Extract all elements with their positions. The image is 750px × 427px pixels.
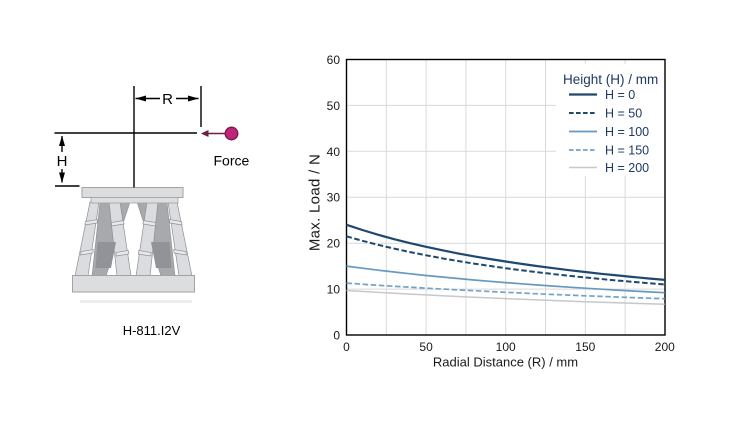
svg-text:30: 30 xyxy=(327,191,341,205)
svg-text:H: H xyxy=(57,153,68,170)
svg-text:H = 100: H = 100 xyxy=(605,125,649,139)
svg-text:Force: Force xyxy=(214,153,250,169)
svg-text:50: 50 xyxy=(327,99,341,113)
svg-text:50: 50 xyxy=(419,340,433,354)
svg-text:Radial Distance (R) / mm: Radial Distance (R) / mm xyxy=(433,355,578,370)
svg-text:Height (H) / mm: Height (H) / mm xyxy=(563,72,658,87)
svg-text:H = 150: H = 150 xyxy=(605,144,649,158)
svg-text:200: 200 xyxy=(655,340,675,354)
svg-text:0: 0 xyxy=(343,340,350,354)
svg-text:R: R xyxy=(162,91,173,108)
svg-text:10: 10 xyxy=(327,283,341,297)
svg-text:Max. Load / N: Max. Load / N xyxy=(306,154,323,251)
svg-text:100: 100 xyxy=(496,340,516,354)
svg-text:H = 50: H = 50 xyxy=(605,107,642,121)
svg-text:H = 0: H = 0 xyxy=(605,88,635,102)
svg-text:20: 20 xyxy=(327,237,341,251)
svg-text:H = 200: H = 200 xyxy=(605,161,649,175)
svg-text:40: 40 xyxy=(327,145,341,159)
svg-text:60: 60 xyxy=(327,53,341,67)
svg-text:0: 0 xyxy=(333,329,340,343)
svg-text:H-811.I2V: H-811.I2V xyxy=(123,323,181,338)
svg-text:150: 150 xyxy=(575,340,595,354)
